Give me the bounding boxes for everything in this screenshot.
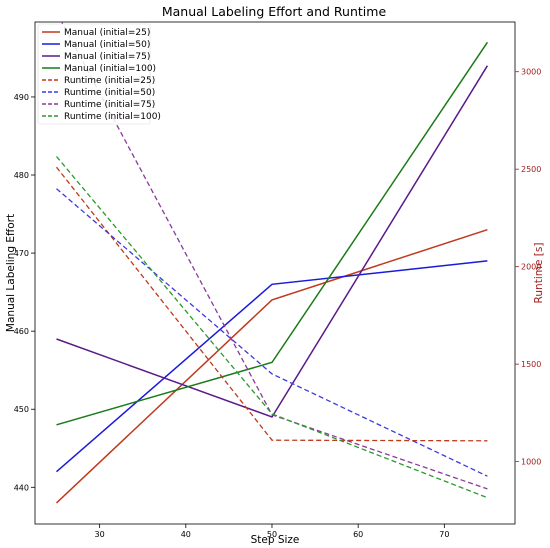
series-line-2 [56, 260, 488, 473]
x-axis-title: Step Size [251, 534, 300, 546]
x-tick-label: 60 [353, 530, 363, 539]
y-axis-right: 1000 1500 2000 2500 3000 [515, 68, 541, 467]
y2-tick-label: 1500 [521, 360, 541, 369]
legend-label: Manual (initial=100) [64, 64, 156, 74]
x-axis: 30 40 50 60 70 [95, 524, 449, 539]
series-line-5 [55, 166, 488, 442]
y2-tick-label: 1000 [521, 458, 541, 467]
legend-label: Runtime (initial=75) [64, 100, 155, 110]
series-line-1 [55, 228, 488, 504]
series-line-4 [56, 41, 489, 426]
y-tick-label: 450 [14, 405, 29, 414]
series-line-8 [56, 156, 488, 499]
y-tick-label: 480 [14, 171, 29, 180]
legend-label: Runtime (initial=50) [64, 88, 155, 98]
legend-box [37, 23, 151, 125]
series-line-7 [60, 22, 488, 490]
legend-label: Runtime (initial=100) [64, 112, 161, 122]
y-axis-left: 440 450 460 470 480 490 [14, 93, 35, 492]
series-line-3 [56, 65, 489, 418]
series-line-6 [56, 188, 488, 477]
plot-lines [55, 22, 489, 504]
y2-axis-title: Runtime [s] [533, 243, 545, 304]
y-tick-label: 460 [14, 327, 29, 336]
chart-title: Manual Labeling Effort and Runtime [162, 4, 387, 19]
y-tick-label: 440 [14, 483, 29, 492]
x-tick-label: 40 [181, 530, 191, 539]
y-tick-label: 490 [14, 93, 29, 102]
legend-label: Manual (initial=25) [64, 28, 150, 38]
x-tick-label: 50 [267, 530, 277, 539]
y-tick-label: 470 [14, 249, 29, 258]
legend-label: Manual (initial=50) [64, 40, 150, 50]
y2-tick-label: 2500 [521, 165, 541, 174]
legend-label: Manual (initial=75) [64, 52, 150, 62]
y2-tick-label: 2000 [521, 263, 541, 272]
legend: Manual (initial=25) Manual (initial=50) Ma… [37, 23, 161, 125]
x-tick-label: 70 [439, 530, 449, 539]
legend-label: Runtime (initial=25) [64, 76, 155, 86]
y2-tick-label: 3000 [521, 68, 541, 77]
x-tick-label: 30 [95, 530, 105, 539]
y-axis-title: Manual Labeling Effort [5, 214, 17, 332]
